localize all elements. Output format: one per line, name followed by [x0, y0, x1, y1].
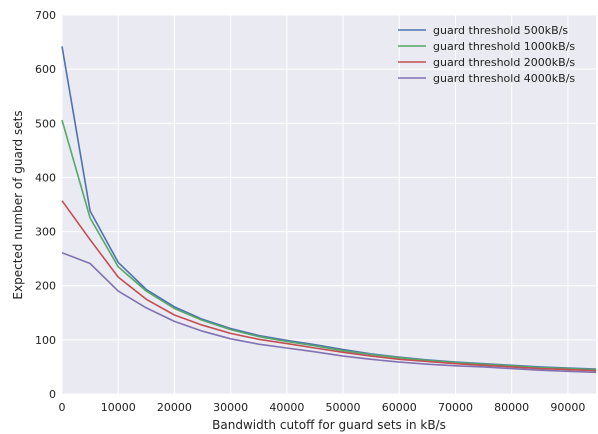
legend-label: guard threshold 4000kB/s: [433, 72, 575, 85]
x-tick-label: 80000: [494, 401, 529, 414]
series-line-2: [61, 119, 597, 371]
y-axis-ticks: 0 100 200 300 400 500 600 700: [35, 9, 56, 401]
y-tick-label: 400: [35, 171, 56, 184]
legend-label: guard threshold 1000kB/s: [433, 40, 575, 53]
x-tick-label: 30000: [213, 401, 248, 414]
y-tick-label: 600: [35, 63, 56, 76]
legend-label: guard threshold 2000kB/s: [433, 56, 575, 69]
grid: [61, 14, 596, 395]
x-tick-label: 20000: [157, 401, 192, 414]
series-line-4: [61, 251, 597, 374]
x-tick-label: 90000: [550, 401, 585, 414]
y-tick-label: 300: [35, 226, 56, 239]
legend: guard threshold 500kB/s guard threshold 1…: [398, 24, 575, 85]
legend-label: guard threshold 500kB/s: [433, 24, 568, 37]
plot-area: [62, 15, 596, 394]
y-tick-label: 100: [35, 334, 56, 347]
x-axis-ticks: 0 10000 20000 30000 40000 50000 60000 70000 8000…: [59, 401, 586, 414]
y-axis-title: Expected number of guard sets: [11, 110, 25, 299]
x-axis-title: Bandwidth cutoff for guard sets in kB/s: [212, 418, 446, 432]
y-tick-label: 700: [35, 9, 56, 22]
x-tick-label: 70000: [438, 401, 473, 414]
x-tick-label: 10000: [101, 401, 136, 414]
x-tick-label: 60000: [382, 401, 417, 414]
x-tick-label: 40000: [269, 401, 304, 414]
x-tick-label: 50000: [326, 401, 361, 414]
y-tick-label: 500: [35, 117, 56, 130]
series-lines: [61, 46, 597, 374]
y-tick-label: 0: [49, 388, 56, 401]
series-line-3: [61, 200, 597, 372]
y-tick-label: 200: [35, 280, 56, 293]
x-tick-label: 0: [59, 401, 66, 414]
